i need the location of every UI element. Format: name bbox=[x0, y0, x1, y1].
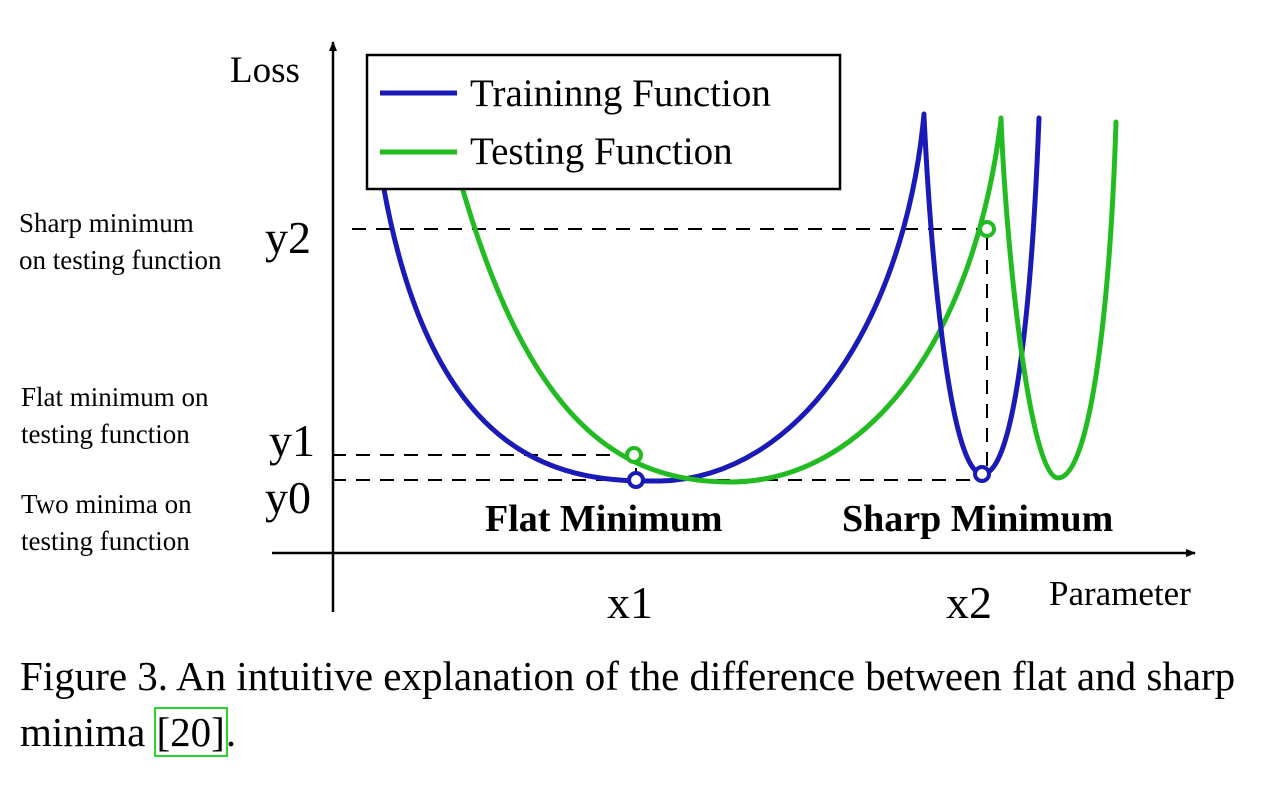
caption-period: . bbox=[225, 709, 237, 755]
x-axis-label: Parameter bbox=[1049, 574, 1191, 613]
y-axis-label: Loss bbox=[230, 50, 300, 91]
training-function-curve bbox=[379, 111, 927, 484]
citation-number: 20 bbox=[170, 709, 212, 755]
citation-open: [ bbox=[156, 709, 171, 755]
sharp-test-point bbox=[978, 220, 996, 238]
annotation-two-minima-2: testing function bbox=[21, 526, 190, 556]
citation-link[interactable]: [20] bbox=[153, 707, 228, 757]
flat-test-point bbox=[625, 446, 643, 464]
caption-text: Figure 3. An intuitive explanation of th… bbox=[20, 653, 1236, 755]
annotation-sharp-test-2: on testing function bbox=[19, 245, 222, 275]
annotation-flat-test-2: testing function bbox=[21, 419, 190, 449]
x-tick-x1: x1 bbox=[607, 577, 653, 628]
x-tick-x2: x2 bbox=[946, 577, 992, 628]
flat-train-point bbox=[627, 471, 645, 489]
testing-function-curve bbox=[457, 117, 1004, 485]
figure-diagram: Traininng Function Testing Function Loss… bbox=[19, 41, 1196, 628]
annotation-flat-test-1: Flat minimum on bbox=[21, 382, 209, 412]
training-sharp-valley-curve bbox=[921, 113, 1042, 477]
sharp-train-point bbox=[973, 465, 991, 483]
label-flat-minimum: Flat Minimum bbox=[485, 498, 722, 540]
testing-sharp-valley-curve bbox=[998, 115, 1119, 481]
figure-caption: Figure 3. An intuitive explanation of th… bbox=[20, 648, 1250, 760]
legend: Traininng Function Testing Function bbox=[365, 53, 842, 191]
y-tick-y2: y2 bbox=[265, 212, 311, 263]
y-tick-y0: y0 bbox=[265, 472, 311, 523]
annotation-two-minima-1: Two minima on bbox=[21, 489, 192, 519]
legend-testing-label: Testing Function bbox=[470, 130, 733, 173]
annotation-sharp-test-1: Sharp minimum bbox=[19, 208, 194, 238]
citation-close: ] bbox=[211, 709, 225, 755]
legend-box bbox=[365, 53, 842, 191]
y-tick-y1: y1 bbox=[269, 415, 315, 466]
legend-training-label: Traininng Function bbox=[470, 72, 771, 115]
label-sharp-minimum: Sharp Minimum bbox=[842, 498, 1113, 540]
